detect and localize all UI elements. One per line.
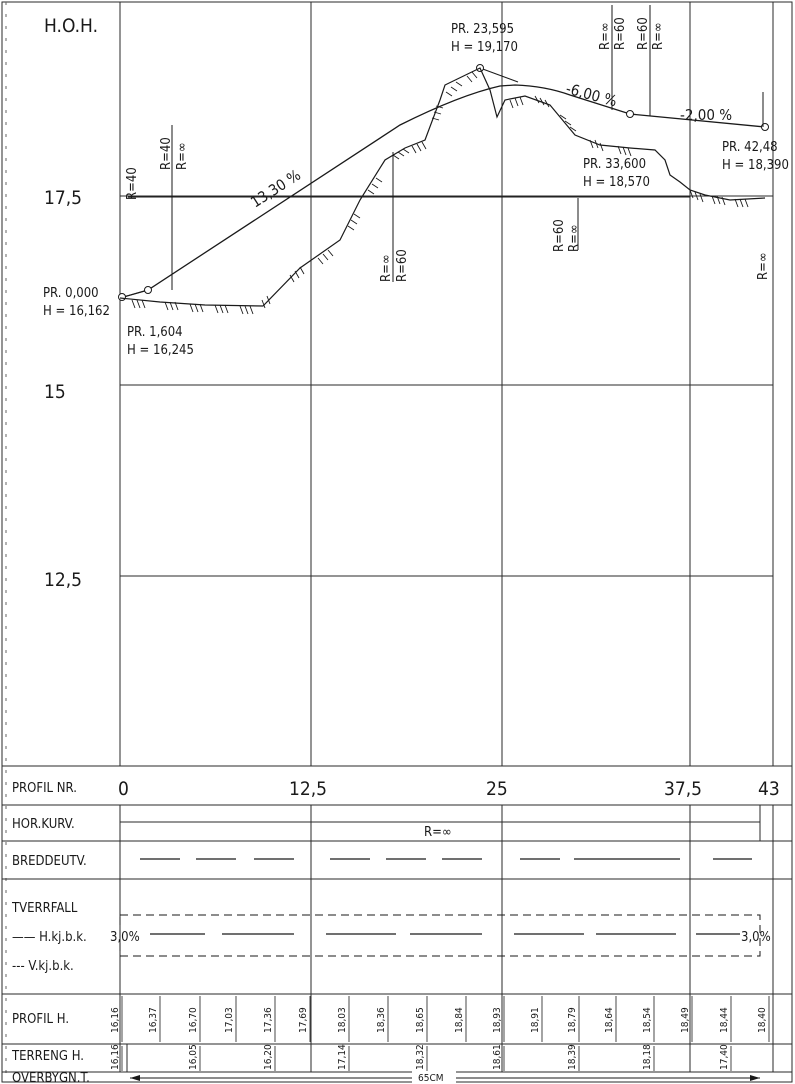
value-label: 18,03 — [337, 1007, 348, 1033]
value-label: 18,49 — [680, 1007, 691, 1033]
point-label-pr: PR. 0,000 — [43, 286, 99, 301]
radius-label-10: R=∞ — [651, 22, 666, 50]
row-label-profil-nr: PROFIL NR. — [12, 781, 77, 796]
point-label-h: H = 18,570 — [583, 175, 650, 190]
radius-label-9: R=60 — [636, 17, 651, 50]
point-label-pr: PR. 33,600 — [583, 157, 646, 172]
point-label-pr: PR. 42,48 — [722, 140, 778, 155]
value-label: 16,20 — [263, 1044, 274, 1070]
value-label: 17,40 — [719, 1044, 730, 1070]
point-label-h: H = 16,245 — [127, 343, 194, 358]
radius-label-4: R=60 — [395, 249, 410, 282]
row-label-terreng-h: TERRENG H. — [11, 1049, 84, 1064]
value-label: 18,44 — [719, 1007, 730, 1033]
value-label: 18,64 — [604, 1007, 615, 1033]
value-label: 17,36 — [263, 1007, 274, 1033]
radius-label-3: R=∞ — [379, 254, 394, 282]
radius-label-8: R=60 — [613, 17, 628, 50]
radius-label-2: R=∞ — [175, 142, 190, 170]
value-label: 18,32 — [415, 1044, 426, 1070]
value-label: 18,93 — [492, 1007, 503, 1033]
point-label-h: H = 18,390 — [722, 158, 789, 173]
curve-point-0 — [118, 293, 126, 301]
value-label: 16,70 — [188, 1007, 199, 1033]
value-label: 18,39 — [567, 1044, 578, 1070]
radius-label-11: R=∞ — [756, 252, 771, 280]
profile-tick-4: 43 — [758, 778, 780, 800]
profile-table — [2, 765, 792, 1073]
radius-markers — [171, 5, 764, 290]
curve-point-3 — [626, 110, 634, 118]
point-label-h: H = 16,162 — [43, 304, 110, 319]
profile-tick-1: 12,5 — [289, 778, 327, 800]
terreng-h-values: 16,16 16,05 16,20 17,14 18,32 18,61 18,39 18,18… — [110, 1044, 732, 1071]
value-label: 18,61 — [492, 1044, 503, 1070]
elevation-tick-12-5: 12,5 — [44, 569, 82, 591]
terrain-hatching — [131, 71, 749, 315]
row-label-overbygn: OVERBYGN.T. — [12, 1071, 90, 1084]
terrain-line — [119, 67, 766, 307]
profile-tick-0: 0 — [118, 778, 129, 800]
row-label-h-kj: —— H.kj.b.k. — [12, 930, 87, 945]
radius-label-5: R=60 — [552, 219, 567, 252]
row-label-v-kj: --- V.kj.b.k. — [12, 959, 74, 974]
value-label: 16,16 — [110, 1044, 121, 1070]
radius-label-7: R=∞ — [598, 22, 613, 50]
design-grade-line — [119, 84, 766, 299]
value-label: 17,03 — [224, 1007, 235, 1033]
tverrfall-left-value: 3,0% — [110, 930, 140, 945]
elevation-axis-label: H.O.H. — [44, 15, 98, 37]
profile-tick-2: 25 — [486, 778, 508, 800]
curve-point-1 — [144, 286, 152, 294]
grade-label-3: -2,00 % — [680, 106, 732, 124]
tverrfall-right-value: 3,0% — [741, 930, 771, 945]
profile-tick-3: 37,5 — [664, 778, 702, 800]
radius-label-6: R=∞ — [567, 224, 582, 252]
grade-label-2: -6,00 % — [564, 79, 619, 110]
row-label-tverrfall: TVERRFALL — [11, 901, 78, 916]
profil-h-values: 16,16 16,37 16,70 17,03 17,36 17,69 18,03 18,36… — [110, 996, 770, 1042]
row-label-breddeutv: BREDDEUTV. — [12, 854, 87, 869]
value-label: 18,84 — [454, 1007, 465, 1033]
point-label-pr: PR. 23,595 — [451, 22, 514, 37]
value-label: 17,69 — [298, 1007, 309, 1033]
grade-label-1: 13,30 % — [247, 166, 304, 212]
value-label: 18,36 — [376, 1007, 387, 1033]
tangent-line — [479, 67, 519, 83]
value-label: 18,91 — [530, 1007, 541, 1033]
row-label-hor-kurv: HOR.KURV. — [12, 817, 75, 832]
value-label: 17,14 — [337, 1044, 348, 1070]
value-label: 18,54 — [642, 1007, 653, 1033]
value-label: 18,40 — [757, 1007, 768, 1033]
value-label: 16,37 — [148, 1007, 159, 1033]
value-label: 16,16 — [110, 1007, 121, 1033]
overbygn-value: 65CM — [418, 1073, 444, 1084]
elevation-tick-17-5: 17,5 — [44, 187, 82, 209]
profile-grid — [119, 2, 774, 766]
point-label-h: H = 19,170 — [451, 40, 518, 55]
overbygn-arrow-right — [750, 1075, 760, 1081]
overbygn-arrow-left — [130, 1075, 140, 1081]
radius-label-0: R=40 — [125, 167, 140, 200]
radius-label-1: R=40 — [159, 137, 174, 170]
hor-kurv-value: R=∞ — [424, 825, 452, 840]
value-label: 16,05 — [188, 1044, 199, 1070]
tverrfall-box — [119, 914, 761, 957]
point-label-pr: PR. 1,604 — [127, 325, 183, 340]
value-label: 18,79 — [567, 1007, 578, 1033]
elevation-tick-15: 15 — [44, 381, 66, 403]
row-label-profil-h: PROFIL H. — [12, 1012, 69, 1027]
value-label: 18,18 — [642, 1044, 653, 1070]
value-label: 18,65 — [415, 1007, 426, 1033]
